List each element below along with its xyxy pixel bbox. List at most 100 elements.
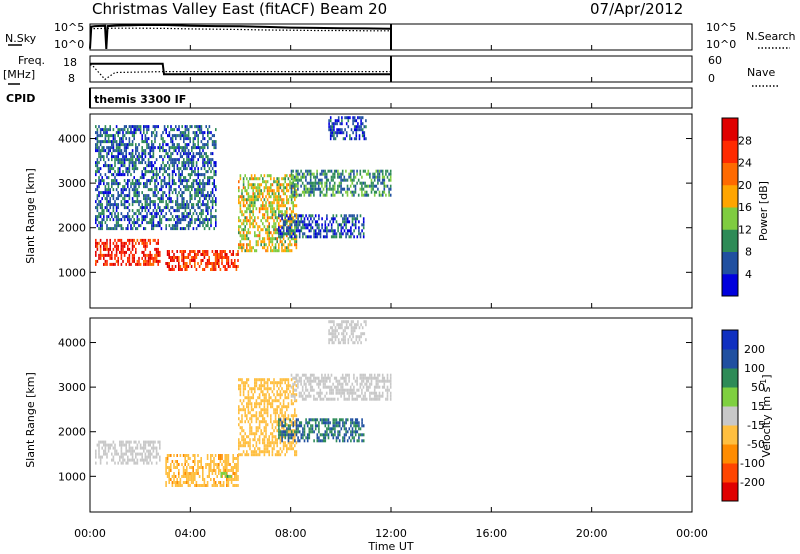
noise-series-0 bbox=[89, 24, 392, 50]
velocity-cbar-seg bbox=[722, 482, 738, 502]
power-ylabel: Slant Range [km] bbox=[24, 168, 37, 264]
noise-series-1 bbox=[89, 27, 391, 32]
power-colorbar-label: Power [dB] bbox=[757, 181, 770, 241]
velocity-cbar-tick: -200 bbox=[740, 476, 765, 489]
heatmap-region-2 bbox=[238, 174, 298, 253]
velocity-cbar-tick: 200 bbox=[744, 343, 765, 356]
velocity-data bbox=[95, 320, 392, 487]
velocity-axes: 1000 2000 3000 4000 bbox=[58, 337, 692, 483]
freq-left-tick-bottom: 8 bbox=[68, 72, 75, 85]
time-axis: 00:00 04:00 08:00 12:00 16:00 20:00 00:00 bbox=[74, 45, 708, 540]
velocity-cbar-seg bbox=[722, 349, 738, 369]
velocity-cbar-tick: -15 bbox=[747, 419, 765, 432]
power-cbar-tick: 8 bbox=[745, 246, 752, 259]
y-tick-label: 3000 bbox=[58, 177, 86, 190]
heatmap-region-0 bbox=[95, 238, 161, 266]
velocity-cbar-tick: -100 bbox=[740, 457, 765, 470]
x-tick-label: 16:00 bbox=[475, 527, 507, 540]
power-cbar-seg bbox=[722, 273, 738, 297]
y-tick-label: 4000 bbox=[58, 133, 86, 146]
power-axes: 1000 2000 3000 4000 bbox=[58, 133, 692, 279]
power-cbar-tick: 12 bbox=[738, 223, 752, 236]
noise-left-tick-top: 10^5 bbox=[54, 21, 84, 34]
freq-left-label: Freq. bbox=[18, 54, 45, 67]
heatmap-region-6 bbox=[95, 125, 217, 231]
x-tick-label: 12:00 bbox=[375, 527, 407, 540]
freq-left-unit: [MHz] bbox=[3, 68, 35, 81]
freq-right-label: Nave bbox=[747, 66, 775, 79]
power-cbar-tick: 28 bbox=[738, 134, 752, 147]
noise-right-label: N.Search bbox=[746, 30, 796, 43]
power-cbar-seg bbox=[722, 118, 738, 141]
heatmap-region-2 bbox=[238, 378, 298, 457]
power-cbar-seg bbox=[722, 184, 738, 208]
noise-plot bbox=[89, 24, 392, 50]
power-cbar-seg bbox=[722, 229, 738, 252]
heatmap-region-3 bbox=[290, 169, 392, 197]
beam-title: Beam 20 bbox=[320, 0, 387, 18]
x-tick-label: 04:00 bbox=[174, 527, 206, 540]
heatmap-region-6 bbox=[220, 471, 232, 478]
heatmap-region-5 bbox=[328, 320, 367, 345]
power-cbar-tick: 20 bbox=[738, 179, 752, 192]
velocity-colorbar: 200 100 50 15 -15 -50 -100 -200 bbox=[721, 329, 765, 502]
velocity-cbar-seg bbox=[722, 444, 738, 464]
cpid-text: themis 3300 IF bbox=[94, 93, 186, 106]
station-title: Christmas Valley East (fitACF) bbox=[92, 0, 315, 18]
power-cbar-seg bbox=[722, 251, 738, 275]
x-tick-label: 00:00 bbox=[74, 527, 106, 540]
velocity-cbar-tick: 15 bbox=[751, 400, 765, 413]
power-cbar-tick: 4 bbox=[745, 268, 752, 281]
heatmap-region-1 bbox=[165, 250, 239, 271]
velocity-cbar-seg bbox=[722, 463, 738, 483]
velocity-cbar-seg bbox=[722, 368, 738, 388]
cpid-label: CPID bbox=[6, 92, 35, 105]
time-axis-label: Time UT bbox=[367, 540, 413, 553]
velocity-cbar-seg bbox=[722, 406, 738, 426]
y-tick-label: 2000 bbox=[58, 426, 86, 439]
noise-left-label: N.Sky bbox=[5, 32, 37, 45]
power-panel-frame bbox=[89, 113, 693, 309]
y-tick-label: 1000 bbox=[58, 266, 86, 279]
power-colorbar: 4 8 12 16 20 24 28 bbox=[721, 117, 752, 297]
heatmap-region-4 bbox=[278, 418, 365, 443]
heatmap-region-4 bbox=[278, 214, 365, 239]
power-cbar-seg bbox=[722, 140, 738, 163]
x-tick-label: 20:00 bbox=[576, 527, 608, 540]
freq-series bbox=[90, 62, 391, 76]
noise-left-tick-bottom: 10^0 bbox=[54, 38, 84, 51]
power-cbar-tick: 24 bbox=[738, 157, 752, 170]
heatmap-region-0 bbox=[95, 440, 161, 465]
velocity-cbar-tick: -50 bbox=[747, 438, 765, 451]
y-tick-label: 3000 bbox=[58, 381, 86, 394]
y-tick-label: 4000 bbox=[58, 337, 86, 350]
velocity-cbar-seg bbox=[722, 425, 738, 445]
y-tick-label: 1000 bbox=[58, 470, 86, 483]
velocity-cbar-seg bbox=[722, 387, 738, 407]
velocity-cbar-seg bbox=[722, 330, 738, 350]
power-cbar-seg bbox=[722, 207, 738, 230]
freq-plot bbox=[89, 56, 392, 82]
heatmap-region-5 bbox=[328, 116, 367, 141]
noise-right-tick-top: 10^5 bbox=[706, 21, 736, 34]
velocity-colorbar-label: Velocity [m s-1] bbox=[759, 374, 773, 457]
freq-right-tick-bottom: 0 bbox=[708, 72, 715, 85]
freq-left-tick-top: 18 bbox=[63, 56, 77, 69]
power-cbar-frame bbox=[721, 117, 739, 297]
heatmap-region-1 bbox=[165, 454, 239, 487]
power-data bbox=[95, 116, 392, 271]
power-cbar-seg bbox=[722, 162, 738, 186]
date-title: 07/Apr/2012 bbox=[590, 0, 683, 18]
nave-series bbox=[89, 64, 391, 81]
heatmap-region-3 bbox=[290, 373, 392, 401]
y-tick-label: 2000 bbox=[58, 222, 86, 235]
velocity-cbar-frame bbox=[721, 329, 739, 502]
x-tick-label: 00:00 bbox=[676, 527, 708, 540]
freq-right-tick-top: 60 bbox=[708, 54, 722, 67]
velocity-cbar-tick: 50 bbox=[751, 381, 765, 394]
power-cbar-tick: 16 bbox=[738, 201, 752, 214]
velocity-ylabel: Slant Range [km] bbox=[24, 372, 37, 468]
velocity-cbar-tick: 100 bbox=[744, 362, 765, 375]
x-tick-label: 08:00 bbox=[275, 527, 307, 540]
